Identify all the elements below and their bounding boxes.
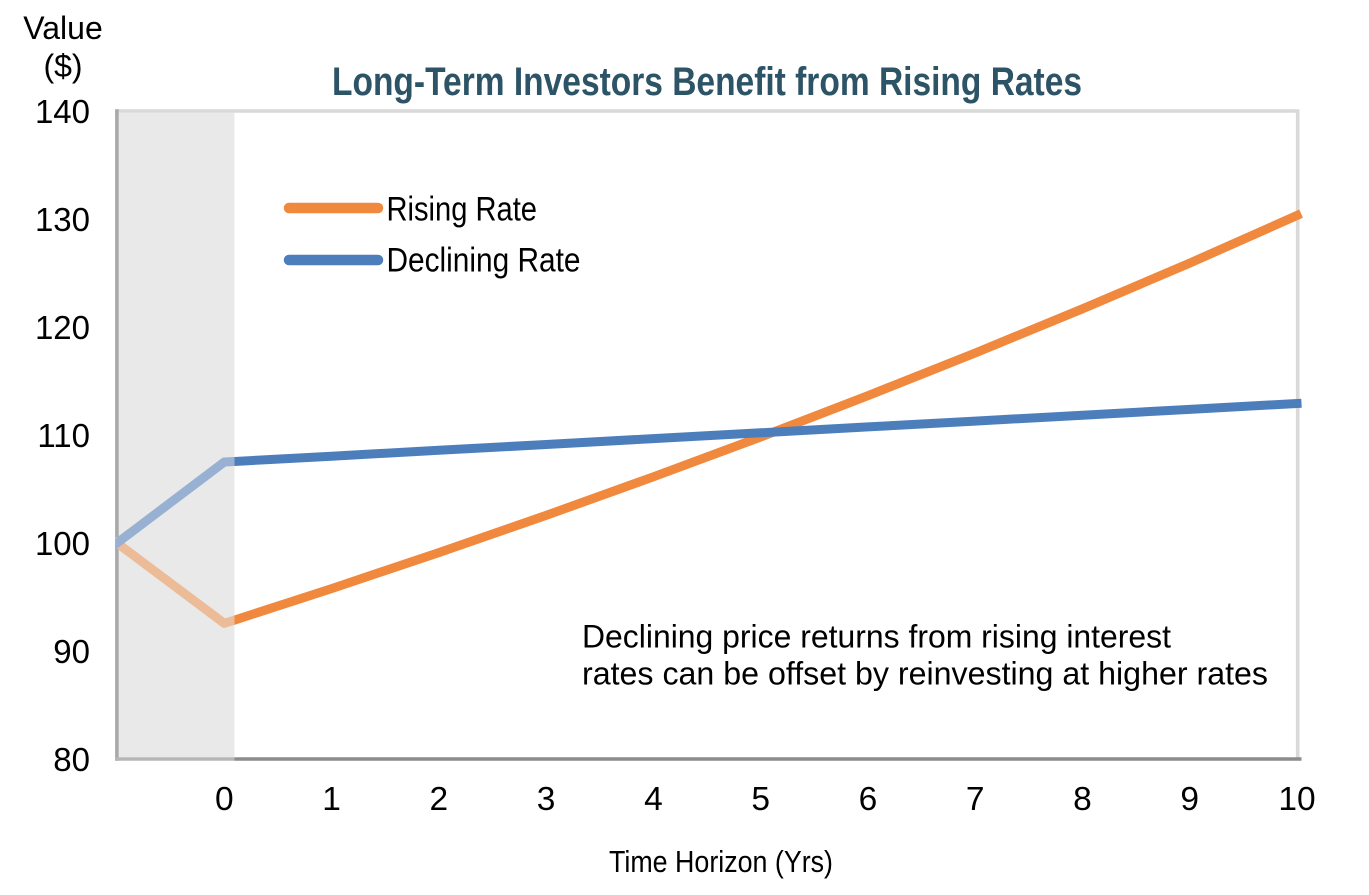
svg-text:4: 4: [644, 781, 663, 818]
svg-text:rates can be offset by reinves: rates can be offset by reinvesting at hi…: [582, 656, 1268, 692]
svg-text:Rising Rate: Rising Rate: [387, 191, 538, 229]
svg-text:5: 5: [751, 781, 770, 818]
svg-text:8: 8: [1073, 781, 1092, 818]
svg-text:7: 7: [966, 781, 985, 818]
svg-text:0: 0: [215, 781, 234, 818]
svg-text:100: 100: [35, 525, 90, 562]
svg-text:Value: Value: [23, 10, 102, 46]
svg-text:Declining Rate: Declining Rate: [387, 242, 581, 280]
svg-text:1: 1: [322, 781, 341, 818]
svg-text:80: 80: [53, 741, 90, 778]
svg-text:140: 140: [35, 93, 90, 130]
svg-text:($): ($): [43, 48, 82, 84]
svg-text:10: 10: [1278, 781, 1315, 818]
svg-text:Time Horizon (Yrs): Time Horizon (Yrs): [609, 845, 833, 879]
svg-text:120: 120: [35, 309, 90, 346]
svg-text:90: 90: [53, 633, 90, 670]
svg-text:2: 2: [429, 781, 448, 818]
svg-text:Long-Term Investors Benefit fr: Long-Term Investors Benefit from Rising …: [332, 60, 1082, 104]
svg-text:6: 6: [859, 781, 878, 818]
svg-text:9: 9: [1180, 781, 1199, 818]
svg-text:110: 110: [37, 417, 90, 454]
svg-text:3: 3: [537, 781, 556, 818]
svg-text:130: 130: [35, 201, 90, 238]
svg-text:Declining price returns from r: Declining price returns from rising inte…: [582, 619, 1171, 655]
